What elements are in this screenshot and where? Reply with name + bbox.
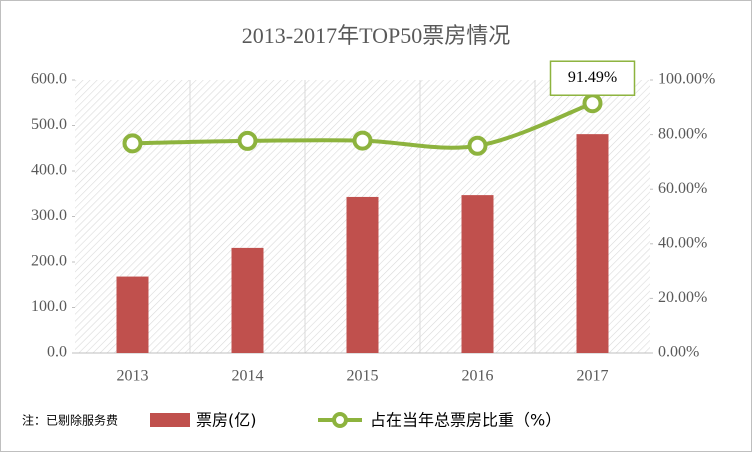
y2-tick-label: 60.00% (658, 180, 707, 197)
bar (116, 276, 149, 353)
y-tick-label: 0.0 (47, 344, 67, 361)
line-marker (352, 130, 373, 151)
y2-tick-label: 0.00% (658, 344, 699, 361)
line-marker (122, 133, 143, 154)
value-label-box (549, 60, 636, 96)
y-tick-label: 200.0 (31, 253, 67, 270)
bar (231, 247, 264, 353)
value-label: 91.49% (568, 69, 617, 86)
y2-tick-label: 40.00% (658, 234, 707, 251)
legend-swatch (150, 413, 190, 427)
line-marker (467, 135, 488, 156)
x-tick-label: 2014 (232, 368, 264, 385)
bar (576, 134, 609, 353)
y-tick-label: 400.0 (31, 162, 67, 179)
chart-title: 2013-2017年TOP50票房情况 (242, 23, 511, 48)
bar (461, 195, 494, 353)
x-tick-label: 2016 (462, 368, 494, 385)
y2-tick-label: 80.00% (658, 125, 707, 142)
y-tick-label: 300.0 (31, 207, 67, 224)
legend-label: 占在当年总票房比重（%） (370, 411, 561, 430)
line-marker (582, 93, 603, 114)
y-tick-label: 100.0 (31, 298, 67, 315)
legend-label: 票房(亿) (196, 411, 257, 430)
bar (346, 196, 379, 353)
x-tick-label: 2013 (117, 368, 149, 385)
x-tick-label: 2017 (577, 368, 609, 385)
x-tick-label: 2015 (347, 368, 379, 385)
note: 注：已剔除服务费 (22, 413, 118, 428)
y2-tick-label: 20.00% (658, 289, 707, 306)
y2-tick-label: 100.00% (658, 71, 715, 88)
line-marker (237, 130, 258, 151)
y-tick-label: 600.0 (31, 71, 67, 88)
legend-swatch (332, 412, 348, 428)
y-tick-label: 500.0 (31, 116, 67, 133)
